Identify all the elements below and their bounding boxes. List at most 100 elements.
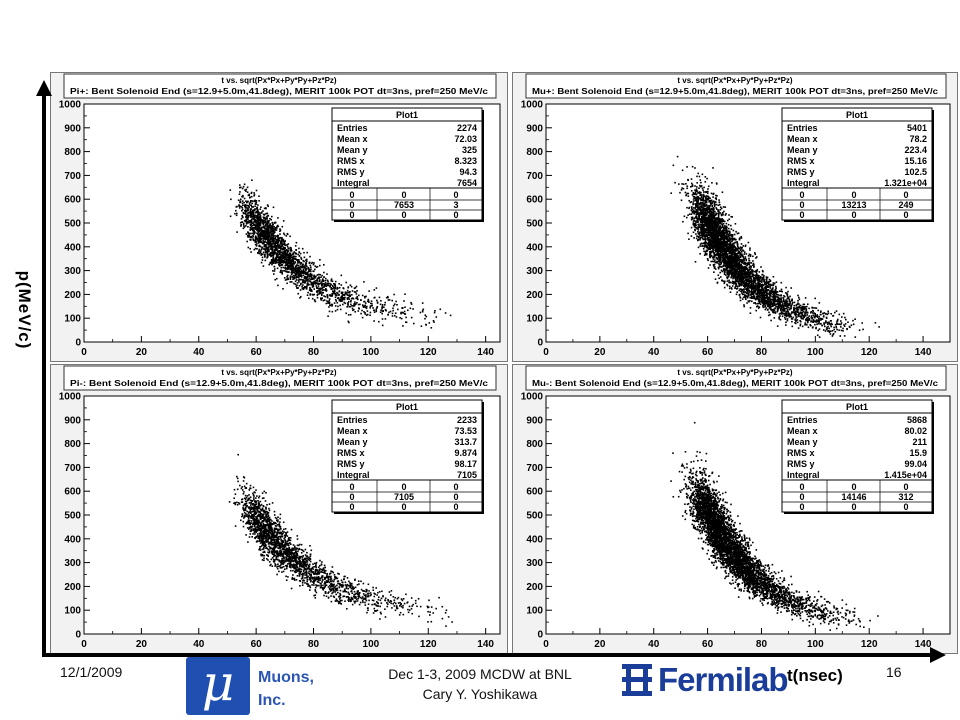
scatter-point (277, 241, 280, 243)
scatter-point (703, 199, 706, 202)
scatter-point (269, 253, 271, 255)
scatter-point (255, 236, 258, 238)
scatter-point (301, 266, 303, 269)
scatter-point (347, 320, 350, 323)
scatter-point (715, 254, 718, 257)
scatter-point (725, 227, 728, 229)
scatter-point (257, 219, 260, 221)
scatter-point (329, 285, 331, 288)
scatter-point (354, 291, 357, 293)
scatter-point (273, 265, 276, 268)
scatter-point (248, 193, 250, 196)
scatter-point (701, 244, 704, 247)
scatter-point (695, 233, 697, 235)
scatter-point (270, 248, 272, 250)
scatter-point (274, 229, 277, 231)
scatter-point (731, 273, 733, 276)
scatter-point (261, 230, 263, 232)
scatter-point (272, 259, 274, 262)
scatter-point (320, 291, 322, 293)
scatter-point (319, 282, 321, 285)
stats-value: 2274 (457, 123, 477, 133)
scatter-point (253, 200, 256, 202)
scatter-point (301, 247, 304, 250)
scatter-point (278, 239, 280, 242)
scatter-point (772, 282, 775, 284)
scatter-point (419, 311, 422, 314)
scatter-point (273, 273, 275, 275)
plot-panel-mu-plus: t vs. sqrt(Px*Px+Py*Py+Pz*Pz) Mu+: Bent S… (512, 72, 958, 362)
scatter-point (296, 284, 298, 286)
scatter-point (755, 274, 758, 276)
scatter-point (288, 257, 290, 260)
scatter-point (756, 275, 759, 278)
scatter-point (249, 209, 252, 212)
scatter-point (260, 231, 262, 234)
scatter-point (734, 287, 736, 289)
scatter-point (313, 288, 315, 290)
scatter-point (243, 197, 246, 200)
scatter-point (391, 315, 394, 317)
scatter-point (245, 188, 248, 191)
scatter-point (257, 229, 260, 232)
scatter-point (266, 226, 269, 228)
scatter-point (766, 300, 769, 303)
scatter-point (751, 291, 754, 293)
scatter-point (392, 304, 395, 307)
scatter-point (387, 295, 389, 298)
scatter-point (247, 226, 249, 228)
scatter-point (242, 222, 245, 225)
scatter-point (690, 226, 693, 229)
scatter-point (254, 203, 257, 205)
scatter-point (810, 312, 812, 314)
stats-label: Mean x (337, 134, 368, 144)
scatter-point (248, 221, 251, 224)
scatter-point (284, 240, 286, 242)
scatter-point (838, 329, 840, 331)
scatter-point (354, 311, 356, 313)
scatter-point (697, 232, 700, 235)
scatter-point (257, 225, 260, 228)
scatter-point (262, 226, 264, 229)
scatter-point (328, 299, 330, 302)
scatter-point (349, 284, 352, 286)
scatter-point (253, 193, 256, 196)
scatter-point (310, 262, 313, 265)
scatter-point (307, 268, 310, 270)
scatter-point (279, 251, 281, 253)
scatter-point (832, 315, 834, 317)
scatter-point (247, 209, 249, 212)
scatter-point (250, 251, 252, 253)
scatter-point (791, 299, 793, 302)
scatter-point (252, 217, 255, 219)
stats-grid-cell: 7653 (394, 200, 414, 210)
scatter-point (249, 201, 252, 203)
scatter-point (709, 207, 711, 210)
scatter-point (251, 224, 254, 227)
scatter-point (732, 229, 735, 232)
scatter-point (328, 302, 331, 304)
stats-grid-cell: 0 (453, 190, 458, 200)
scatter-point (697, 218, 700, 221)
scatter-point (747, 275, 750, 278)
scatter-point (247, 246, 250, 249)
scatter-point (378, 320, 380, 323)
scatter-point (695, 237, 698, 240)
scatter-point (715, 230, 718, 233)
scatter-point (361, 304, 364, 306)
scatter-point (428, 322, 431, 324)
scatter-point (254, 243, 257, 246)
scatter-point (248, 202, 251, 204)
scatter-point (253, 211, 255, 214)
scatter-point (289, 250, 292, 252)
scatter-point (755, 288, 758, 290)
scatter-point (269, 238, 271, 241)
scatter-point (258, 239, 260, 242)
scatter-point (273, 244, 276, 246)
scatter-point (235, 214, 238, 217)
scatter-point (706, 218, 708, 221)
scatter-point (267, 255, 269, 258)
scatter-point (716, 221, 719, 223)
scatter-point (381, 324, 384, 327)
scatter-point (444, 312, 447, 314)
